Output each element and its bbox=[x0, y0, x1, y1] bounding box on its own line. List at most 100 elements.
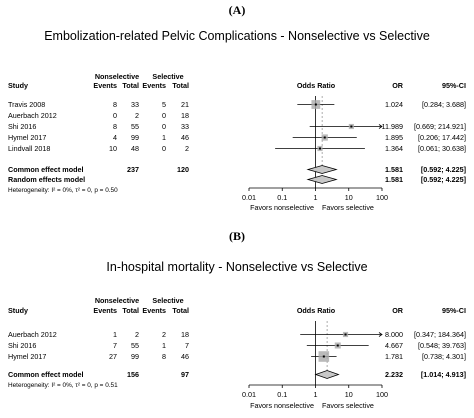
total-nonselective: 33 bbox=[131, 100, 139, 109]
events-selective: 2 bbox=[162, 330, 166, 339]
header-odds-ratio: Odds Ratio bbox=[297, 306, 336, 315]
events-selective: 5 bbox=[162, 100, 166, 109]
study-name: Auerbach 2012 bbox=[8, 111, 57, 120]
point-estimate bbox=[336, 344, 339, 347]
header-ci: 95%-CI bbox=[442, 81, 466, 90]
favors-left-label: Favors nonselective bbox=[250, 203, 314, 212]
odds-ratio-value: 1.364 bbox=[385, 144, 403, 153]
events-nonselective: 8 bbox=[113, 100, 117, 109]
odds-ratio-value: 1.895 bbox=[385, 133, 403, 142]
total-selective: 7 bbox=[185, 341, 189, 350]
events-nonselective: 1 bbox=[113, 330, 117, 339]
forest-plot-area bbox=[248, 96, 383, 191]
x-tick-label: 0.01 bbox=[242, 390, 256, 399]
total-nonselective: 55 bbox=[131, 341, 139, 350]
odds-ratio-value: 1.024 bbox=[385, 100, 403, 109]
events-nonselective: 4 bbox=[113, 133, 117, 142]
total-selective: 21 bbox=[181, 100, 189, 109]
header-group2: Selective bbox=[152, 296, 183, 305]
ci-value: [0.548; 39.763] bbox=[418, 341, 466, 350]
total-nonselective: 2 bbox=[135, 111, 139, 120]
panel-a: (A) Embolization-related Pelvic Complica… bbox=[8, 3, 466, 212]
total-selective: 46 bbox=[181, 352, 189, 361]
point-estimate bbox=[344, 333, 347, 336]
ci-value: [0.061; 30.638] bbox=[418, 144, 466, 153]
header-group1: Nonselective bbox=[95, 72, 139, 81]
header-group1: Nonselective bbox=[95, 296, 139, 305]
study-name: Auerbach 2012 bbox=[8, 330, 57, 339]
x-tick-label: 1 bbox=[314, 193, 318, 202]
total-nonselective: 237 bbox=[127, 165, 139, 174]
header-study: Study bbox=[8, 81, 28, 90]
events-nonselective: 7 bbox=[113, 341, 117, 350]
study-name: Hymel 2017 bbox=[8, 133, 46, 142]
header-events-1: Events bbox=[93, 306, 117, 315]
total-nonselective: 99 bbox=[131, 133, 139, 142]
events-selective: 0 bbox=[162, 144, 166, 153]
total-selective: 33 bbox=[181, 122, 189, 131]
header-total-2: Total bbox=[172, 81, 189, 90]
study-row: Auerbach 2012 0 2 0 18 bbox=[8, 111, 189, 120]
total-nonselective: 2 bbox=[135, 330, 139, 339]
events-nonselective: 0 bbox=[113, 111, 117, 120]
total-nonselective: 156 bbox=[127, 370, 139, 379]
total-selective: 18 bbox=[181, 330, 189, 339]
odds-ratio-value: 1.581 bbox=[385, 165, 403, 174]
odds-ratio-value: 2.232 bbox=[385, 370, 403, 379]
events-nonselective: 8 bbox=[113, 122, 117, 131]
study-row: Hymel 2017 27 99 8 46 1.781 [0.738; 4.30… bbox=[8, 352, 466, 361]
study-row: Shi 2016 8 55 0 33 11.989 [0.669; 214.92… bbox=[8, 122, 466, 131]
odds-ratio-value: 11.989 bbox=[382, 122, 403, 131]
odds-ratio-value: 8.000 bbox=[385, 330, 403, 339]
total-selective: 18 bbox=[181, 111, 189, 120]
point-estimate bbox=[323, 136, 326, 139]
summary-name: Common effect model bbox=[8, 165, 83, 174]
study-name: Lindvall 2018 bbox=[8, 144, 50, 153]
summary-diamond bbox=[314, 370, 340, 379]
total-selective: 2 bbox=[185, 144, 189, 153]
point-estimate bbox=[322, 355, 325, 358]
x-tick-label: 0.01 bbox=[242, 193, 256, 202]
header-study: Study bbox=[8, 306, 28, 315]
total-nonselective: 55 bbox=[131, 122, 139, 131]
study-row: Lindvall 2018 10 48 0 2 1.364 [0.061; 30… bbox=[8, 144, 466, 153]
x-tick-label: 1 bbox=[314, 390, 318, 399]
ci-value: [1.014; 4.913] bbox=[421, 370, 466, 379]
favors-right-label: Favors selective bbox=[322, 401, 374, 410]
total-nonselective: 99 bbox=[131, 352, 139, 361]
heterogeneity-note: Heterogeneity: I² = 0%, τ² = 0, p = 0.50 bbox=[8, 187, 118, 194]
events-nonselective: 27 bbox=[109, 352, 117, 361]
events-selective: 1 bbox=[162, 341, 166, 350]
ci-value: [0.206; 17.442] bbox=[418, 133, 466, 142]
header-ci: 95%-CI bbox=[442, 306, 466, 315]
study-name: Shi 2016 bbox=[8, 122, 36, 131]
favors-left-label: Favors nonselective bbox=[250, 401, 314, 410]
x-tick-label: 100 bbox=[376, 193, 388, 202]
header-group2: Selective bbox=[152, 72, 183, 81]
events-selective: 1 bbox=[162, 133, 166, 142]
study-row: Travis 2008 8 33 5 21 1.024 [0.284; 3.68… bbox=[8, 100, 466, 109]
study-name: Hymel 2017 bbox=[8, 352, 46, 361]
x-tick-label: 0.1 bbox=[277, 193, 287, 202]
summary-row: Random effects model 1.581 [0.592; 4.225… bbox=[8, 175, 466, 184]
x-tick-label: 10 bbox=[345, 193, 353, 202]
panel-label: (B) bbox=[229, 229, 245, 243]
point-estimate bbox=[318, 147, 321, 150]
study-row: Hymel 2017 4 99 1 46 1.895 [0.206; 17.44… bbox=[8, 133, 466, 142]
header-events-1: Events bbox=[93, 81, 117, 90]
events-selective: 8 bbox=[162, 352, 166, 361]
ci-arrow bbox=[378, 124, 383, 129]
odds-ratio-value: 1.781 bbox=[385, 352, 403, 361]
events-selective: 0 bbox=[162, 111, 166, 120]
panel-b: (B) In-hospital mortality - Nonselective… bbox=[8, 229, 466, 410]
chart-title: Embolization-related Pelvic Complication… bbox=[44, 29, 430, 43]
ci-value: [0.347; 184.364] bbox=[414, 330, 466, 339]
header-or: OR bbox=[392, 306, 404, 315]
study-name: Shi 2016 bbox=[8, 341, 36, 350]
header-total-1: Total bbox=[122, 306, 139, 315]
total-selective: 46 bbox=[181, 133, 189, 142]
odds-ratio-value: 4.667 bbox=[385, 341, 403, 350]
x-tick-label: 0.1 bbox=[277, 390, 287, 399]
ci-value: [0.592; 4.225] bbox=[421, 175, 466, 184]
